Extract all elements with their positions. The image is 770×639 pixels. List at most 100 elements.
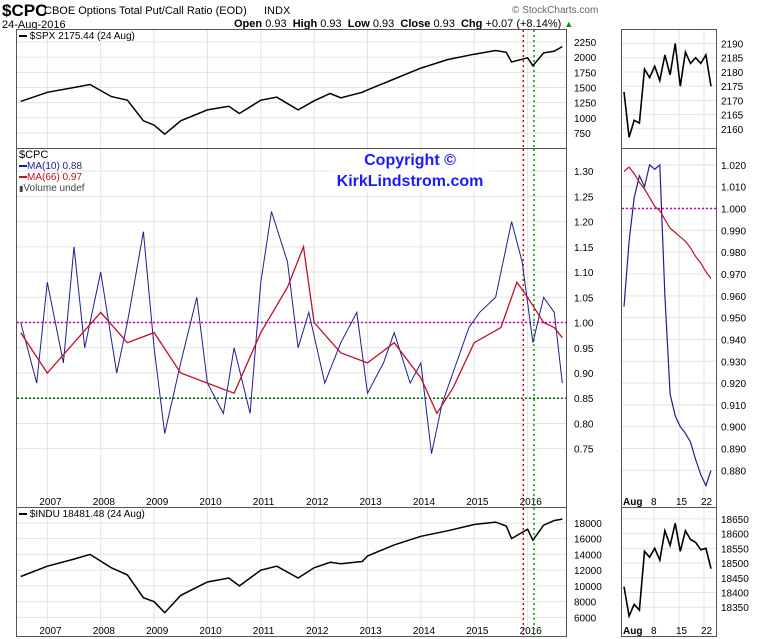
x-tick-label: Aug: [623, 626, 642, 637]
y-tick-label: 1.010: [721, 183, 746, 194]
y-tick-label: 18600: [721, 530, 749, 541]
y-tick-label: 2165: [721, 111, 744, 122]
up-arrow-icon: ▲: [564, 19, 574, 29]
x-tick-label: 2015: [466, 626, 489, 637]
x-tick-label: 8: [651, 626, 657, 637]
y-tick-label: 2190: [721, 40, 744, 51]
chart-header: $CPC CBOE Options Total Put/Call Ratio (…: [2, 1, 602, 31]
zoom-series-line: [623, 523, 712, 619]
plot-frame: [621, 507, 717, 637]
ma66-legend-text: MA(66) 0.97: [27, 172, 83, 183]
y-tick-label: 18400: [721, 589, 749, 600]
exchange-label: INDX: [264, 5, 291, 17]
series-line-spx: [20, 45, 563, 136]
y-tick-label: 2000: [574, 53, 597, 64]
panel-spx-zoom: 2190 2185 2180 2175 2170 2165 2160: [621, 29, 744, 149]
low-label: Low: [347, 18, 370, 30]
series-line-ma-66-: [20, 244, 563, 415]
x-tick-label: 2009: [146, 626, 169, 637]
spx-legend-text: $SPX 2175.44 (24 Aug): [29, 31, 135, 42]
y-tick-label: 1250: [574, 99, 597, 110]
y-tick-label: 18500: [721, 559, 749, 570]
legend-swatch: [19, 35, 27, 38]
panel-indu-zoom: 18650 18600 18550 18500 18450 18400 18350 Aug 8 1…: [621, 507, 749, 637]
y-tick-label: 18450: [721, 574, 749, 585]
x-tick-label: 2010: [199, 626, 222, 637]
series-line-indu: [20, 518, 563, 614]
series-line-ma-10-: [20, 211, 563, 454]
copyright-line1: Copyright ©: [364, 152, 456, 169]
x-tick-label: 2011: [253, 626, 275, 637]
x-tick-label: 15: [676, 497, 688, 508]
y-tick-label: 16000: [574, 535, 602, 546]
y-tick-label: 0.980: [721, 248, 746, 259]
y-tick-label: 12000: [574, 566, 602, 577]
y-tick-label: 1000: [574, 114, 597, 125]
y-tick-label: 0.940: [721, 335, 746, 346]
x-tick-label: 2007: [39, 626, 62, 637]
ma10-legend: MA(10) 0.88: [19, 161, 85, 172]
y-tick-label: 1.05: [574, 293, 594, 304]
x-tick-label: 2014: [413, 626, 436, 637]
x-tick-label: Aug: [623, 497, 642, 508]
y-tick-label: 1.25: [574, 192, 594, 203]
x-tick-label: 15: [676, 626, 688, 637]
x-tick-label: 2014: [413, 497, 436, 508]
y-tick-label: 0.950: [721, 314, 746, 325]
y-tick-label: 0.990: [721, 226, 746, 237]
x-tick-label: 2008: [93, 626, 116, 637]
y-tick-label: 0.900: [721, 423, 746, 434]
plot-frame: [621, 148, 717, 508]
x-tick-label: 8: [651, 497, 657, 508]
y-tick-label: 1750: [574, 68, 597, 79]
y-tick-label: 18650: [721, 515, 749, 526]
panel-spx: 2250 2000 1750 1500 1250 1000 750: [16, 29, 597, 149]
y-tick-label: 2185: [721, 54, 744, 65]
x-tick-label: 2013: [360, 497, 383, 508]
indu-legend-text: $INDU 18481.48 (24 Aug): [29, 509, 145, 520]
title-label: CBOE Options Total Put/Call Ratio (EOD): [44, 5, 247, 17]
y-tick-label: 18350: [721, 603, 749, 614]
y-tick-label: 0.960: [721, 292, 746, 303]
copyright-line2: KirkLindstrom.com: [336, 173, 484, 190]
y-tick-label: 18550: [721, 544, 749, 555]
low-value: 0.93: [372, 18, 395, 30]
plot-frame: [16, 148, 567, 508]
y-tick-label: 2170: [721, 96, 744, 107]
y-tick-label: 1.15: [574, 243, 594, 254]
y-tick-label: 2180: [721, 68, 744, 79]
indu-legend: $INDU 18481.48 (24 Aug): [19, 509, 145, 520]
brand-label: © StockCharts.com: [512, 5, 599, 16]
x-tick-label: 2009: [146, 497, 169, 508]
cpc-legend-symbol: $CPC: [19, 149, 49, 161]
y-tick-label: 1.000: [721, 205, 746, 216]
chg-value: +0.07 (+8.14%): [485, 18, 562, 30]
symbol-label: $CPC: [2, 1, 48, 20]
y-tick-label: 0.930: [721, 357, 746, 368]
panel-cpc: 1.30 1.25 1.20 1.15 1.10 1.05 1.00 0.95 0.90 0.85…: [16, 148, 594, 508]
volume-legend: ▮Volume undef: [19, 183, 85, 194]
y-tick-label: 1.10: [574, 268, 594, 279]
zoom-series-line: [623, 163, 712, 488]
x-tick-label: 22: [701, 626, 713, 637]
x-tick-label: 2007: [39, 497, 62, 508]
y-tick-label: 0.75: [574, 445, 594, 456]
y-tick-label: 14000: [574, 550, 602, 561]
y-tick-label: 2250: [574, 38, 597, 49]
y-tick-label: 0.880: [721, 466, 746, 477]
ma66-legend: MA(66) 0.97: [19, 172, 85, 183]
spx-legend: $SPX 2175.44 (24 Aug): [19, 31, 135, 42]
open-label: Open: [234, 18, 263, 30]
y-tick-label: 0.910: [721, 401, 746, 412]
legend-swatch: [19, 513, 27, 516]
zoom-series-line: [623, 166, 712, 279]
plot-frame: [621, 29, 717, 149]
y-tick-label: 0.85: [574, 394, 594, 405]
legend-swatch: [19, 176, 27, 179]
y-tick-label: 2160: [721, 125, 744, 136]
x-tick-label: 22: [701, 497, 713, 508]
y-tick-label: 0.80: [574, 419, 594, 430]
y-tick-label: 0.920: [721, 379, 746, 390]
open-value: 0.93: [265, 18, 287, 30]
cpc-legend: $CPC MA(10) 0.88 MA(66) 0.97 ▮Volume und…: [19, 150, 85, 194]
